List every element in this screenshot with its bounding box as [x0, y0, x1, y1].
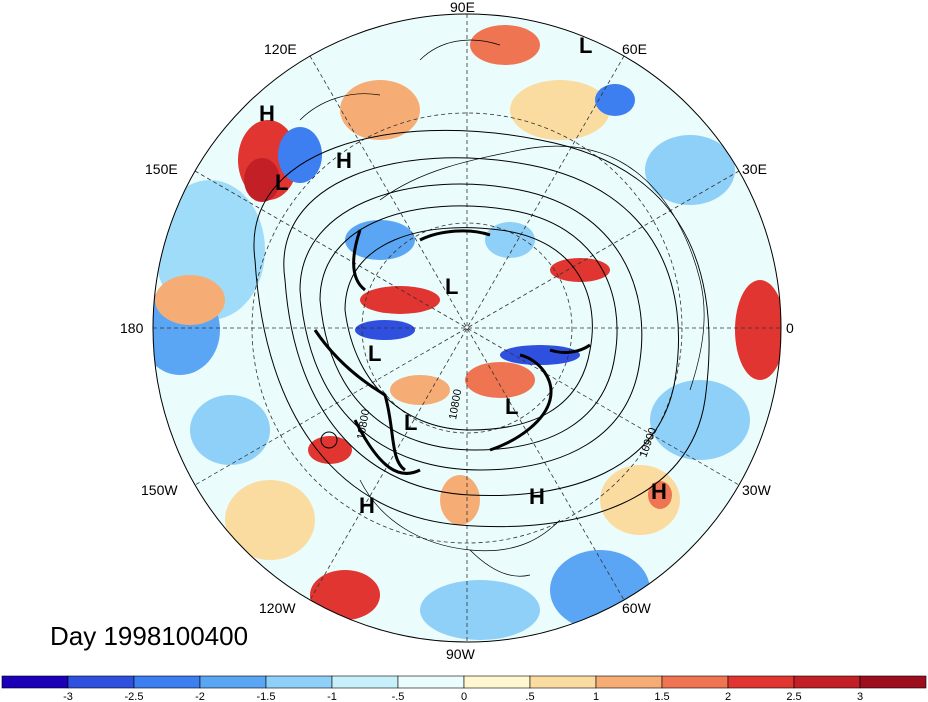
colorbar-swatch: [463, 675, 531, 689]
lon-label-60w: 60W: [622, 600, 652, 616]
colorbar-swatch: [859, 675, 927, 689]
colorbar-tick-label: -3: [63, 691, 73, 702]
colorbar: -3 -2.5 -2 -1.5 -1 -.5 0 .5 1 1.5 2 2.5 3: [1, 675, 927, 702]
lon-label-0: 0: [786, 320, 794, 336]
contour-label: 10800: [355, 408, 372, 440]
anomaly-field: [153, 25, 781, 640]
colorbar-tick-label: -.5: [392, 691, 405, 702]
colorbar-swatch: [595, 675, 663, 689]
lon-label-30w: 30W: [742, 482, 772, 498]
lon-label-150w: 150W: [141, 482, 178, 498]
height-contours: [253, 129, 710, 528]
low-marker: L: [368, 341, 381, 366]
lon-label-90e: 90E: [450, 0, 475, 15]
graticule: [153, 14, 781, 642]
high-marker: H: [529, 484, 545, 509]
low-marker: L: [445, 274, 458, 299]
lon-label-120w: 120W: [259, 600, 296, 616]
colorbar-tick-label: 3: [857, 691, 863, 702]
lon-label-90w: 90W: [446, 646, 476, 662]
colorbar-swatch: [199, 675, 267, 689]
colorbar-swatch: [67, 675, 135, 689]
pressure-markers: H H L L L L L L H H H: [259, 33, 667, 518]
colorbar-swatch: [265, 675, 333, 689]
high-marker: H: [259, 101, 275, 126]
colorbar-swatch: [793, 675, 861, 689]
high-marker: H: [336, 148, 352, 173]
high-marker: H: [651, 479, 667, 504]
colorbar-swatch: [133, 675, 201, 689]
colorbar-tick-label: 0: [461, 691, 467, 702]
low-marker: L: [404, 410, 417, 435]
colorbar-swatch: [397, 675, 465, 689]
colorbar-tick-label: -2: [195, 691, 205, 702]
colorbar-tick-label: 1: [593, 691, 599, 702]
colorbar-tick-label: -2.5: [125, 691, 144, 702]
longitude-labels: 90E 60E 30E 0 30W 60W 90W 120W 150W 180 …: [120, 0, 794, 662]
coastlines: [299, 39, 705, 577]
lon-label-30e: 30E: [742, 161, 767, 177]
lon-label-120e: 120E: [264, 41, 297, 57]
colorbar-tick-label: 1.5: [654, 691, 669, 702]
colorbar-swatch: [529, 675, 597, 689]
colorbar-tick-label: -1.5: [257, 691, 276, 702]
lon-label-180: 180: [120, 320, 144, 336]
low-marker: L: [505, 394, 518, 419]
low-marker: L: [275, 170, 288, 195]
colorbar-swatch: [331, 675, 399, 689]
low-marker: L: [579, 33, 592, 58]
colorbar-swatch: [727, 675, 795, 689]
colorbar-swatch: [1, 675, 69, 689]
colorbar-tick-label: .5: [525, 691, 534, 702]
lon-label-150e: 150E: [145, 161, 178, 177]
map-disc: [152, 13, 782, 643]
colorbar-swatch: [661, 675, 729, 689]
colorbar-tick-label: -1: [327, 691, 337, 702]
colorbar-tick-label: 2.5: [786, 691, 801, 702]
high-marker: H: [359, 493, 375, 518]
colorbar-tick-label: 2: [725, 691, 731, 702]
figure-title: Day 1998100400: [50, 621, 248, 651]
contour-label: 10800: [447, 388, 464, 420]
lon-label-60e: 60E: [622, 41, 647, 57]
